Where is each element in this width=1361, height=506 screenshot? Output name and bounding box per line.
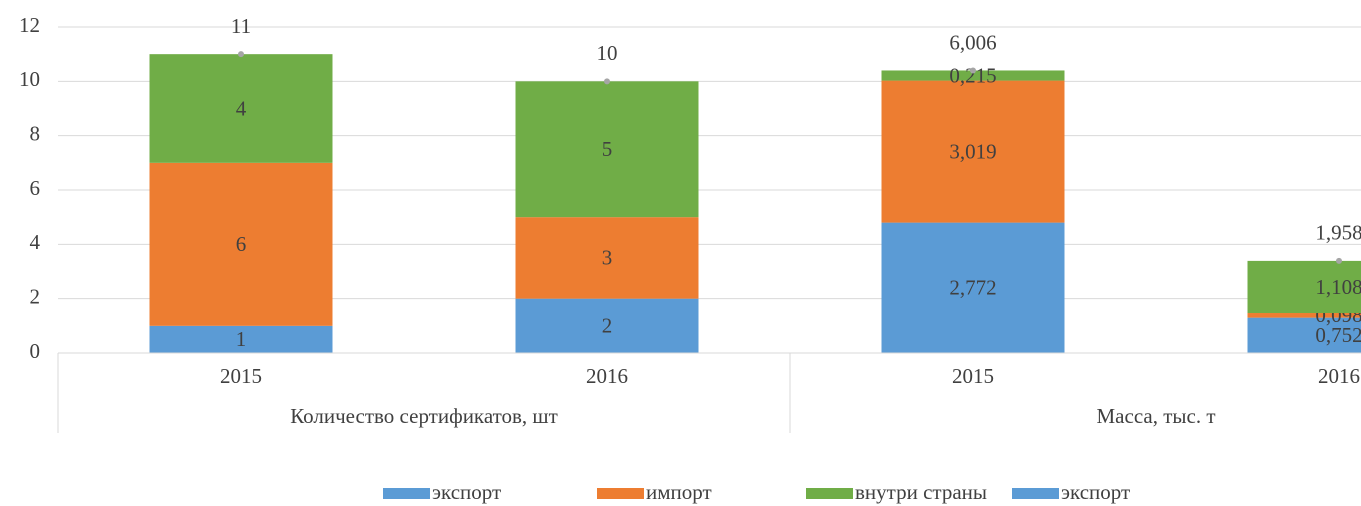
data-label: 6 (236, 232, 247, 256)
total-marker (1336, 257, 1342, 264)
legend-swatch (597, 488, 644, 499)
total-label: 6,006 (949, 30, 996, 54)
data-label: 2 (602, 314, 613, 338)
y-tick-label: 6 (30, 176, 41, 200)
x-tick-label: 2016 (586, 364, 628, 388)
group-label: Масса, тыс. т (1097, 404, 1216, 428)
y-tick-label: 12 (19, 13, 40, 37)
total-marker (238, 51, 244, 58)
y-tick-label: 4 (30, 230, 41, 254)
data-label: 3,019 (949, 139, 996, 163)
y-tick-label: 8 (30, 121, 41, 145)
data-label: 1 (236, 327, 247, 351)
bar-segment (1247, 313, 1361, 318)
total-label: 1,958 (1315, 221, 1361, 245)
bar-segment (515, 298, 699, 353)
legend-swatch (383, 488, 430, 499)
x-tick-label: 2015 (952, 364, 994, 388)
legend-label: импорт (646, 480, 712, 504)
data-label: 2,772 (949, 276, 996, 300)
legend-label: внутри страны (855, 480, 987, 504)
bar-segment (1247, 260, 1361, 314)
x-tick-label: 2016 (1318, 364, 1360, 388)
data-label: 0,752 (1315, 323, 1361, 347)
legend-swatch (806, 488, 853, 499)
legend-label: экспорт (432, 480, 501, 504)
bar-segment (149, 325, 333, 353)
data-label: 4 (236, 96, 247, 120)
group-label: Количество сертификатов, шт (290, 404, 558, 428)
bar-segment (881, 222, 1065, 353)
data-label: 3 (602, 246, 613, 270)
total-label: 10 (597, 41, 618, 65)
bar-segment (515, 217, 699, 299)
bar-segment (881, 80, 1065, 223)
data-label: 5 (602, 137, 613, 161)
data-label: 1,108 (1315, 275, 1361, 299)
y-tick-label: 0 (30, 339, 41, 363)
legend-label: экспорт (1061, 480, 1130, 504)
total-label: 11 (231, 14, 251, 38)
y-tick-label: 10 (19, 67, 40, 91)
bar-segment (1247, 317, 1361, 353)
y-tick-label: 2 (30, 284, 41, 308)
total-marker (604, 78, 610, 85)
bar-segment (881, 70, 1065, 81)
data-label: 0,215 (949, 63, 996, 87)
bar-segment (515, 81, 699, 218)
total-marker (970, 67, 976, 74)
bar-segment (149, 54, 333, 163)
x-tick-label: 2015 (220, 364, 262, 388)
legend-swatch (1012, 488, 1059, 499)
bar-segment (149, 162, 333, 326)
